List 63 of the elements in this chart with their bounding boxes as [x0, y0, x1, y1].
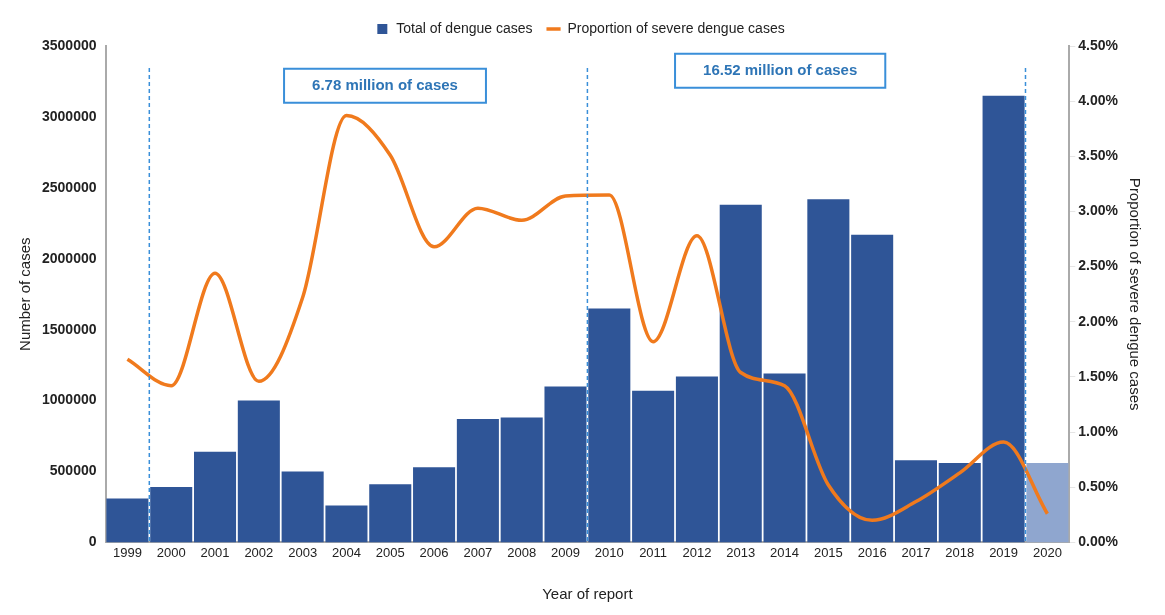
x-tick-label: 2005: [375, 544, 405, 560]
legend-label: Total of dengue cases: [396, 19, 533, 36]
y2-tick-label: 3.50%: [1078, 147, 1119, 164]
bar: [851, 234, 894, 543]
x-tick-label: 1999: [112, 544, 142, 560]
y-tick-label: 3500000: [41, 36, 97, 53]
bar: [982, 95, 1025, 543]
annotation: 6.78 million of cases: [312, 75, 458, 93]
bar: [237, 400, 280, 543]
x-tick-label: 2002: [244, 544, 274, 560]
y-tick-label: 0: [88, 533, 97, 550]
bar: [150, 487, 193, 543]
x-tick-label: 2019: [989, 544, 1019, 560]
x-tick-label: 2018: [945, 544, 975, 560]
x-axis-title: Year of report: [542, 585, 634, 603]
bar: [675, 376, 718, 543]
x-tick-label: 2007: [463, 544, 493, 560]
legend-label: Proportion of severe dengue cases: [567, 19, 785, 36]
x-tick-label: 2016: [857, 544, 887, 560]
bar: [632, 390, 675, 543]
x-tick-label: 2008: [507, 544, 537, 560]
y2-tick-label: 4.50%: [1078, 36, 1119, 53]
y2-tick-label: 3.00%: [1078, 202, 1119, 219]
y2-tick-label: 1.50%: [1078, 367, 1119, 384]
y2-axis-title: Proportion of severe dengue cases: [1126, 177, 1144, 411]
x-tick-label: 2013: [726, 544, 756, 560]
bar: [106, 498, 149, 543]
bar: [719, 204, 762, 543]
x-tick-label: 2014: [770, 544, 800, 560]
bar: [938, 462, 981, 543]
x-tick-label: 2011: [639, 544, 668, 560]
line-series: [125, 113, 1050, 523]
y2-tick-label: 2.50%: [1078, 257, 1119, 274]
y-tick-label: 3000000: [41, 107, 97, 124]
x-tick-label: 2020: [1032, 544, 1062, 560]
y-axis-title: Number of cases: [16, 237, 34, 351]
y-tick-label: 2000000: [41, 249, 97, 266]
y-tick-label: 1500000: [41, 320, 97, 337]
y-tick-label: 2500000: [41, 178, 97, 195]
x-tick-label: 2010: [594, 544, 624, 560]
bar: [456, 419, 499, 543]
bar: [194, 451, 237, 543]
x-tick-label: 2006: [419, 544, 449, 560]
x-tick-label: 2015: [813, 544, 843, 560]
y2-tick-label: 0.00%: [1078, 533, 1119, 550]
annotation: 16.52 million of cases: [703, 60, 858, 78]
bar: [894, 460, 937, 543]
bar: [1026, 462, 1069, 543]
x-tick-label: 2004: [331, 544, 361, 560]
y2-tick-label: 0.50%: [1078, 478, 1119, 495]
y-tick-label: 1000000: [41, 391, 97, 408]
y2-tick-label: 2.00%: [1078, 312, 1119, 329]
x-tick-label: 2003: [288, 544, 318, 560]
bar: [413, 467, 456, 543]
y2-tick-label: 4.00%: [1078, 92, 1119, 109]
x-tick-label: 2012: [682, 544, 712, 560]
x-tick-label: 2017: [901, 544, 931, 560]
bar: [369, 484, 412, 543]
x-tick-label: 2001: [200, 544, 230, 560]
y2-tick-label: 1.00%: [1078, 422, 1119, 439]
x-tick-label: 2000: [156, 544, 186, 560]
x-tick-label: 2009: [551, 544, 580, 560]
y-tick-label: 500000: [49, 462, 97, 479]
